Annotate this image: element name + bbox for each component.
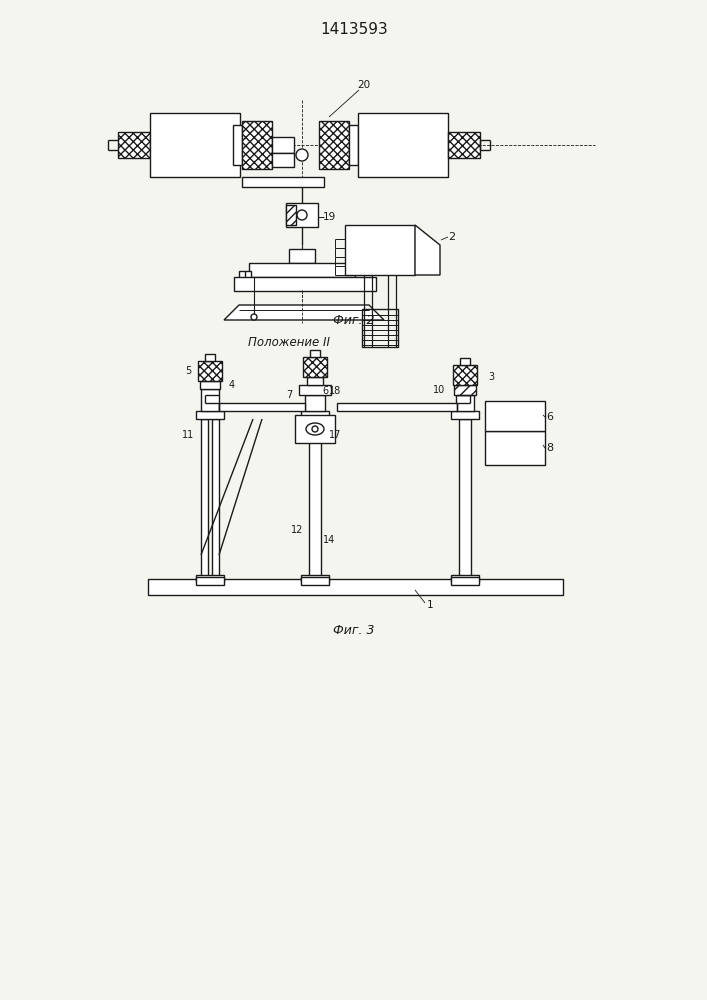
Text: 4: 4 xyxy=(229,380,235,390)
Bar xyxy=(219,403,305,411)
Bar xyxy=(239,271,251,283)
Text: 11: 11 xyxy=(182,430,194,440)
Bar xyxy=(148,579,563,595)
Bar xyxy=(242,177,324,187)
Bar xyxy=(301,411,329,419)
Bar xyxy=(362,309,398,347)
Bar xyxy=(310,350,320,357)
Text: 2: 2 xyxy=(448,232,455,242)
Bar xyxy=(299,385,331,395)
Bar xyxy=(451,411,479,419)
Text: 12: 12 xyxy=(291,525,303,535)
Bar xyxy=(196,577,224,585)
Bar xyxy=(201,389,219,411)
Bar xyxy=(358,113,448,177)
Bar xyxy=(249,263,355,277)
Bar xyxy=(303,357,327,377)
Bar xyxy=(286,205,296,225)
Bar xyxy=(448,132,480,158)
Bar xyxy=(301,575,329,582)
Text: 5: 5 xyxy=(185,366,191,376)
Text: 3: 3 xyxy=(488,372,494,382)
Bar xyxy=(286,203,318,227)
Bar xyxy=(200,381,220,389)
Bar xyxy=(205,354,215,361)
Text: 8: 8 xyxy=(547,443,554,453)
Text: 20: 20 xyxy=(358,80,370,90)
Circle shape xyxy=(297,210,307,220)
Text: 1: 1 xyxy=(427,600,433,610)
Bar xyxy=(453,365,477,385)
Bar xyxy=(337,403,457,411)
Text: 10: 10 xyxy=(433,385,445,395)
Text: 14: 14 xyxy=(323,535,335,545)
Bar xyxy=(454,385,476,395)
Bar xyxy=(212,419,219,579)
Bar xyxy=(272,153,294,167)
Text: 19: 19 xyxy=(322,212,336,222)
Text: Фиг. 3: Фиг. 3 xyxy=(333,624,375,637)
Bar xyxy=(456,395,474,411)
Text: 6: 6 xyxy=(547,412,554,422)
Polygon shape xyxy=(415,225,440,275)
Bar xyxy=(272,137,294,153)
Bar xyxy=(451,577,479,585)
Bar xyxy=(349,125,358,165)
Bar xyxy=(460,358,470,365)
Bar xyxy=(289,249,315,263)
Text: 18: 18 xyxy=(329,386,341,396)
Circle shape xyxy=(251,314,257,320)
Text: 17: 17 xyxy=(329,430,341,440)
Text: Положение II: Положение II xyxy=(248,336,330,349)
Bar xyxy=(295,415,335,443)
Bar xyxy=(234,277,376,291)
Bar xyxy=(198,361,222,381)
Text: 1413593: 1413593 xyxy=(320,22,388,37)
Bar xyxy=(118,132,150,158)
Bar xyxy=(485,401,545,431)
Bar xyxy=(307,377,323,385)
Bar xyxy=(242,121,272,169)
Bar xyxy=(459,419,471,579)
Bar xyxy=(196,411,224,419)
Bar xyxy=(305,395,325,411)
Polygon shape xyxy=(224,305,384,320)
Text: 7: 7 xyxy=(286,390,292,400)
Circle shape xyxy=(312,426,318,432)
Bar xyxy=(345,225,415,275)
Bar xyxy=(319,121,349,169)
Ellipse shape xyxy=(306,423,324,435)
Circle shape xyxy=(296,149,308,161)
Bar xyxy=(485,431,545,465)
Bar xyxy=(309,419,321,579)
Bar xyxy=(150,113,240,177)
Text: 6: 6 xyxy=(322,386,328,396)
Bar xyxy=(196,575,224,582)
Bar xyxy=(451,575,479,582)
Text: Фиг. 2: Фиг. 2 xyxy=(333,314,375,326)
Bar xyxy=(201,419,208,579)
Bar xyxy=(301,577,329,585)
Bar xyxy=(233,125,242,165)
